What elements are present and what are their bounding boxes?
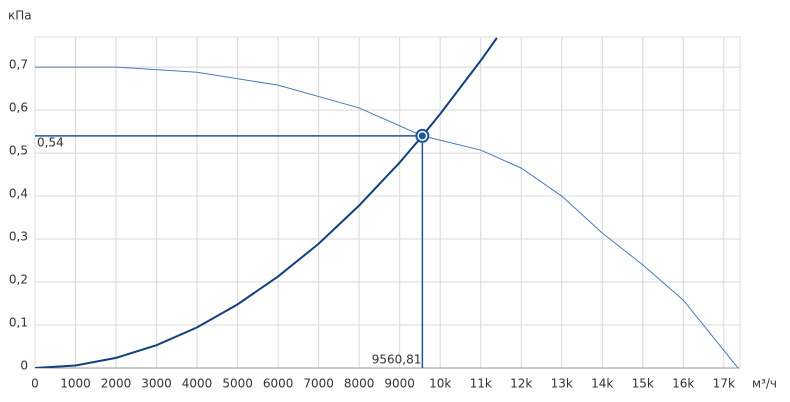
- x-tick-label: 9000: [384, 377, 415, 391]
- y-tick-label: 0,1: [9, 316, 28, 330]
- operating-point-core: [418, 132, 426, 140]
- x-unit: м³/ч: [752, 377, 777, 391]
- y-tick-label: 0,4: [9, 187, 28, 201]
- curve: [35, 66, 739, 368]
- y-tick-label: 0,2: [9, 273, 28, 287]
- x-tick-label: 14k: [591, 377, 613, 391]
- x-tick-label: 5000: [222, 377, 253, 391]
- x-tick-label: 16k: [672, 377, 694, 391]
- x-tick-label: 13k: [551, 377, 573, 391]
- x-tick-label: 8000: [344, 377, 375, 391]
- x-tick-label: 4000: [182, 377, 213, 391]
- x-tick-label: 10k: [429, 377, 451, 391]
- curve: [35, 37, 498, 368]
- plot-area: [34, 36, 741, 369]
- x-tick-label: 1000: [60, 377, 91, 391]
- y-tick-label: 0,3: [9, 230, 28, 244]
- x-tick-label: 7000: [303, 377, 334, 391]
- y-tick-label: 0,6: [9, 101, 28, 115]
- x-tick-label: 12k: [510, 377, 532, 391]
- x-tick-label: 6000: [263, 377, 294, 391]
- y-tick-label: 0: [20, 359, 28, 373]
- x-tick-label: 3000: [141, 377, 172, 391]
- y-tick-label: 0,5: [9, 144, 28, 158]
- y-value-label: 0,54: [37, 135, 64, 149]
- x-tick-label: 15k: [632, 377, 654, 391]
- x-tick-label: 17k: [713, 377, 735, 391]
- x-value-label: 9560,81: [372, 353, 422, 367]
- x-tick-label: 11k: [470, 377, 492, 391]
- y-unit: кПа: [8, 9, 32, 23]
- x-tick-label: 0: [31, 377, 39, 391]
- y-tick-label: 0,7: [9, 58, 28, 72]
- x-tick-label: 2000: [101, 377, 132, 391]
